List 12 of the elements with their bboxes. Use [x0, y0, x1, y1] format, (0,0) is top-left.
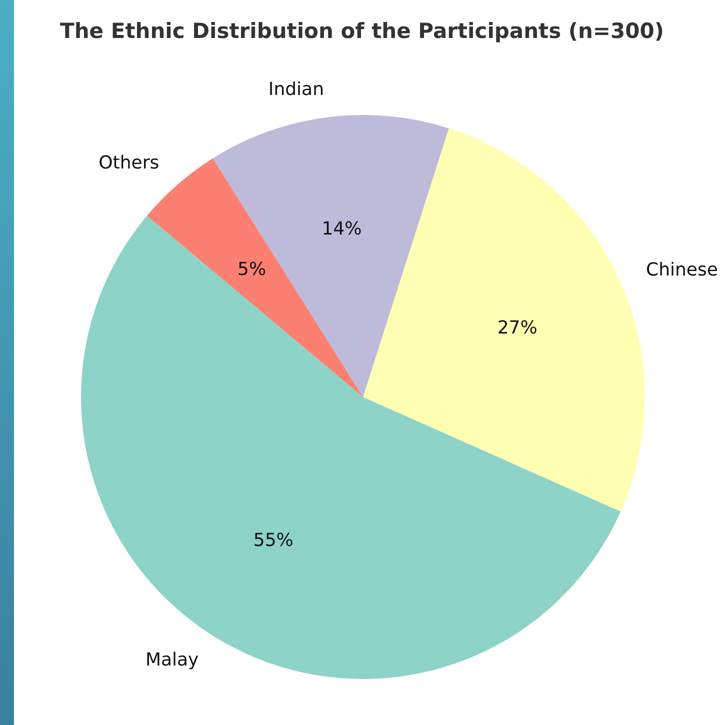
pie-slice: [82, 216, 621, 679]
slice-label: Indian: [268, 78, 324, 100]
pie-slice: [212, 116, 449, 397]
slice-label: Others: [98, 152, 160, 174]
chart-title: The Ethnic Distribution of the Participants (n=300): [60, 19, 664, 43]
data-label: 5%: [238, 258, 266, 280]
data-label: 14%: [322, 218, 362, 240]
data-label: 55%: [253, 530, 294, 552]
slice-label: Malay: [145, 650, 200, 671]
pie-slice: [363, 128, 645, 512]
data-label: 27%: [497, 317, 538, 338]
slice-label: Chinese: [646, 260, 718, 281]
